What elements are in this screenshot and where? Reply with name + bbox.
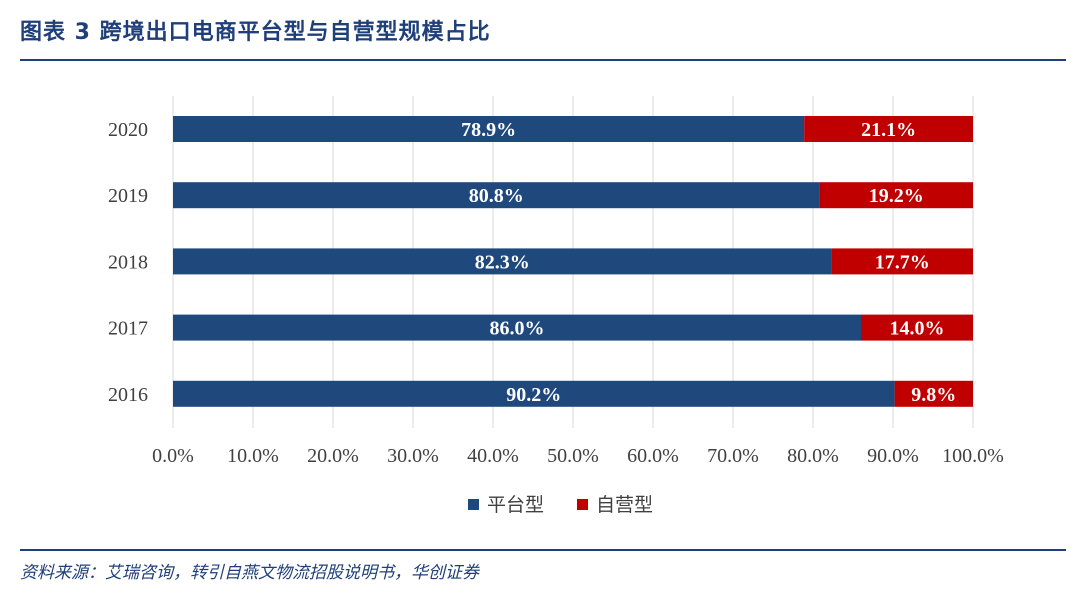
figure-title: 图表 3 跨境出口电商平台型与自营型规模占比 bbox=[20, 20, 491, 45]
data-label: 14.0% bbox=[890, 318, 945, 340]
data-label: 82.3% bbox=[475, 251, 530, 273]
title-rule bbox=[20, 59, 1066, 61]
data-label: 21.1% bbox=[861, 119, 916, 141]
platform-bar bbox=[173, 248, 832, 275]
platform-bar bbox=[173, 380, 895, 407]
legend-swatch-self bbox=[577, 499, 588, 510]
category-label: 2019 bbox=[108, 185, 148, 207]
legend-label: 平台型 bbox=[487, 494, 544, 516]
data-label: 90.2% bbox=[506, 384, 561, 406]
self-bar bbox=[831, 248, 973, 275]
data-label: 80.8% bbox=[469, 185, 524, 207]
data-label: 19.2% bbox=[869, 185, 924, 207]
platform-bar bbox=[173, 182, 820, 209]
self-bar bbox=[804, 116, 973, 142]
category-label: 2020 bbox=[108, 119, 148, 141]
self-bar bbox=[861, 314, 973, 341]
platform-bar bbox=[173, 314, 861, 341]
legend-swatch-platform bbox=[468, 499, 479, 510]
x-tick-label: 90.0% bbox=[867, 445, 919, 467]
x-tick-label: 50.0% bbox=[547, 445, 599, 467]
data-label: 9.8% bbox=[911, 384, 956, 406]
x-tick-label: 100.0% bbox=[942, 445, 1004, 467]
platform-bar bbox=[173, 116, 805, 142]
figure-header: 图表 3 跨境出口电商平台型与自营型规模占比 bbox=[20, 14, 491, 54]
x-tick-label: 70.0% bbox=[707, 445, 759, 467]
x-tick-label: 40.0% bbox=[467, 445, 519, 467]
x-tick-label: 0.0% bbox=[152, 445, 194, 467]
category-label: 2016 bbox=[108, 384, 148, 406]
source-rule bbox=[20, 549, 1066, 551]
data-label: 78.9% bbox=[461, 119, 516, 141]
category-label: 2018 bbox=[108, 251, 148, 273]
self-bar bbox=[819, 182, 973, 209]
data-label: 17.7% bbox=[875, 251, 930, 273]
legend-label: 自营型 bbox=[596, 494, 653, 516]
self-bar bbox=[894, 380, 973, 407]
category-label: 2017 bbox=[108, 318, 148, 340]
source-note: 资料来源：艾瑞咨询，转引自燕文物流招股说明书，华创证券 bbox=[20, 563, 479, 583]
x-tick-label: 30.0% bbox=[387, 445, 439, 467]
x-tick-label: 10.0% bbox=[227, 445, 279, 467]
x-tick-label: 20.0% bbox=[307, 445, 359, 467]
x-tick-label: 60.0% bbox=[627, 445, 679, 467]
x-tick-label: 80.0% bbox=[787, 445, 839, 467]
data-label: 86.0% bbox=[490, 318, 545, 340]
